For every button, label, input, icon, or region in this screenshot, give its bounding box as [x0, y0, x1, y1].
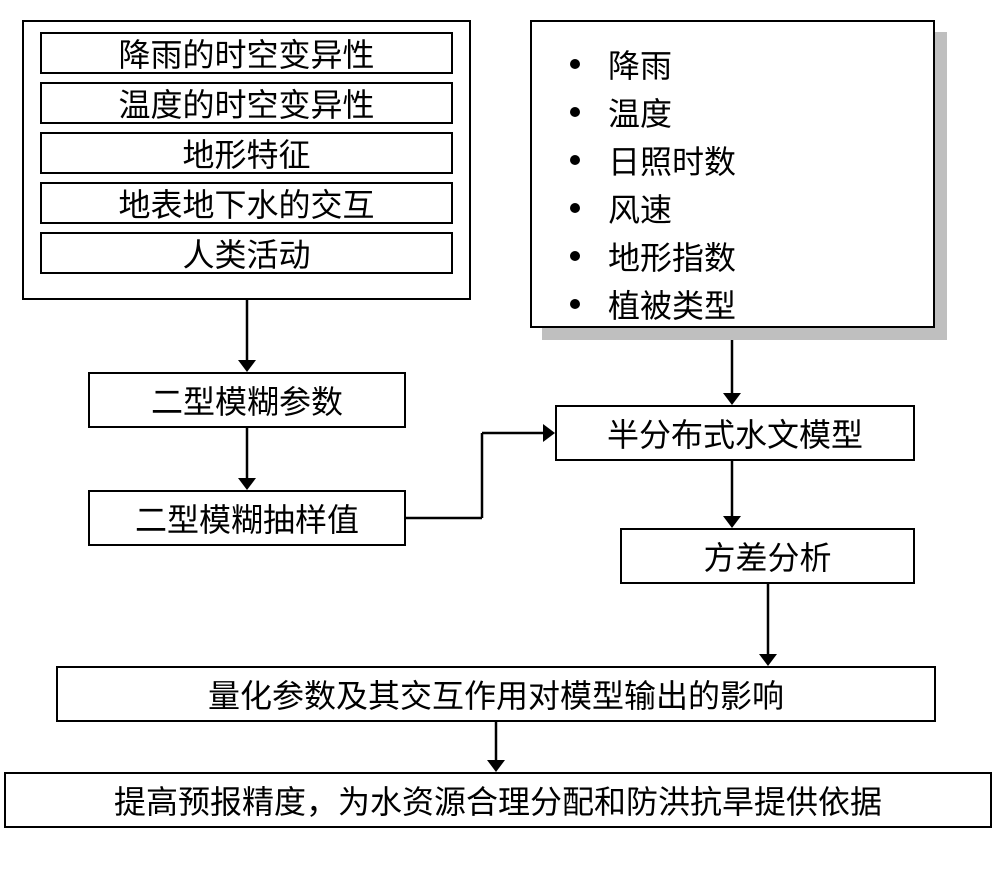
bullet-icon — [570, 155, 580, 165]
right-item-sunshine: 日照时数 — [570, 136, 736, 184]
left-item-rainfall-variability: 降雨的时空变异性 — [40, 32, 453, 74]
label: 地形指数 — [608, 233, 736, 279]
label: 二型模糊参数 — [151, 377, 343, 423]
right-inputs-list: 降雨 温度 日照时数 风速 地形指数 植被类型 — [570, 40, 736, 328]
left-item-groundwater: 地表地下水的交互 — [40, 182, 453, 224]
diagram-canvas: 降雨的时空变异性 温度的时空变异性 地形特征 地表地下水的交互 人类活动 降雨 … — [0, 0, 1000, 883]
label: 温度的时空变异性 — [118, 80, 374, 126]
label: 地形特征 — [182, 130, 310, 176]
left-item-human-activity: 人类活动 — [40, 232, 453, 274]
right-item-temperature: 温度 — [570, 88, 736, 136]
node-quantify: 量化参数及其交互作用对模型输出的影响 — [56, 666, 936, 722]
bullet-icon — [570, 203, 580, 213]
label: 植被类型 — [608, 281, 736, 327]
node-anova: 方差分析 — [620, 528, 915, 584]
bullet-icon — [570, 299, 580, 309]
node-fuzzy-parameters: 二型模糊参数 — [88, 372, 406, 428]
bullet-icon — [570, 59, 580, 69]
right-item-windspeed: 风速 — [570, 184, 736, 232]
node-conclusion: 提高预报精度，为水资源合理分配和防洪抗旱提供依据 — [4, 772, 992, 828]
node-hydro-model: 半分布式水文模型 — [555, 405, 915, 461]
label: 地表地下水的交互 — [118, 180, 374, 226]
right-item-vegetation: 植被类型 — [570, 280, 736, 328]
right-item-topographic-index: 地形指数 — [570, 232, 736, 280]
label: 降雨 — [608, 41, 672, 87]
label: 降雨的时空变异性 — [118, 30, 374, 76]
label: 半分布式水文模型 — [607, 410, 863, 456]
label: 日照时数 — [608, 137, 736, 183]
label: 提高预报精度，为水资源合理分配和防洪抗旱提供依据 — [114, 777, 882, 823]
label: 人类活动 — [182, 230, 310, 276]
label: 二型模糊抽样值 — [135, 495, 359, 541]
left-item-terrain: 地形特征 — [40, 132, 453, 174]
label: 量化参数及其交互作用对模型输出的影响 — [208, 671, 784, 717]
right-item-rainfall: 降雨 — [570, 40, 736, 88]
node-fuzzy-sampling: 二型模糊抽样值 — [88, 490, 406, 546]
label: 方差分析 — [703, 533, 831, 579]
bullet-icon — [570, 251, 580, 261]
label: 温度 — [608, 89, 672, 135]
bullet-icon — [570, 107, 580, 117]
label: 风速 — [608, 185, 672, 231]
left-item-temperature-variability: 温度的时空变异性 — [40, 82, 453, 124]
